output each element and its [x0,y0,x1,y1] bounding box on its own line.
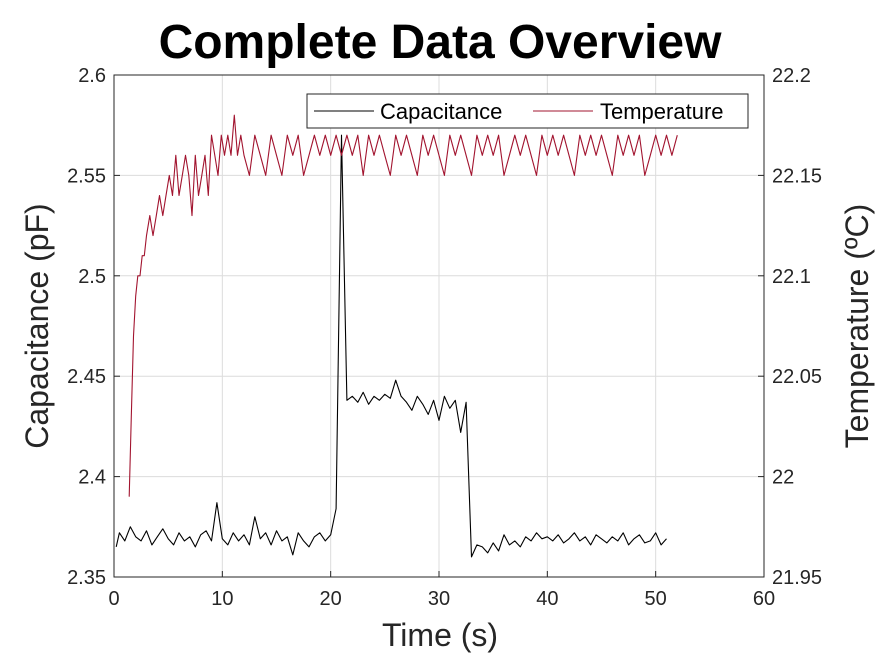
legend-label-temperature: Temperature [600,99,724,124]
left-y-tick-label: 2.4 [78,467,106,489]
legend-box [306,93,749,129]
left-y-axis-ticks: 2.35 2.4 2.45 2.5 2.55 2.6 [67,65,120,589]
x-axis-label: Time (s) [382,617,498,653]
x-tick-label: 40 [536,588,558,610]
right-y-tick-label: 22.15 [772,165,822,187]
x-axis-ticks: 0 10 20 30 40 50 60 [108,571,775,610]
x-tick-label: 30 [428,588,450,610]
left-y-tick-label: 2.45 [67,366,106,388]
right-y-tick-label: 22.05 [772,366,822,388]
left-y-tick-label: 2.6 [78,65,106,87]
right-y-axis-ticks: 21.95 22 22.05 22.1 22.15 22.2 [758,65,822,589]
x-tick-label: 60 [753,588,775,610]
legend-label-capacitance: Capacitance [380,99,502,124]
left-y-tick-label: 2.5 [78,266,106,288]
x-tick-label: 10 [211,588,233,610]
chart-title: Complete Data Overview [159,16,723,69]
legend: Capacitance Temperature [306,93,749,129]
right-y-tick-label: 22 [772,467,794,489]
right-y-tick-label: 22.1 [772,266,811,288]
left-y-tick-label: 2.55 [67,165,106,187]
series-line-temperature [128,114,678,497]
right-y-tick-label: 22.2 [772,65,811,87]
left-y-tick-label: 2.35 [67,567,106,589]
right-y-tick-label: 21.95 [772,567,822,589]
series-lines [115,114,678,558]
right-y-axis-label: Temperature (ºC) [839,204,875,449]
series-line-capacitance [115,134,667,558]
left-y-axis-label: Capacitance (pF) [19,203,55,448]
x-tick-label: 20 [320,588,342,610]
x-tick-label: 0 [108,588,119,610]
x-tick-label: 50 [645,588,667,610]
